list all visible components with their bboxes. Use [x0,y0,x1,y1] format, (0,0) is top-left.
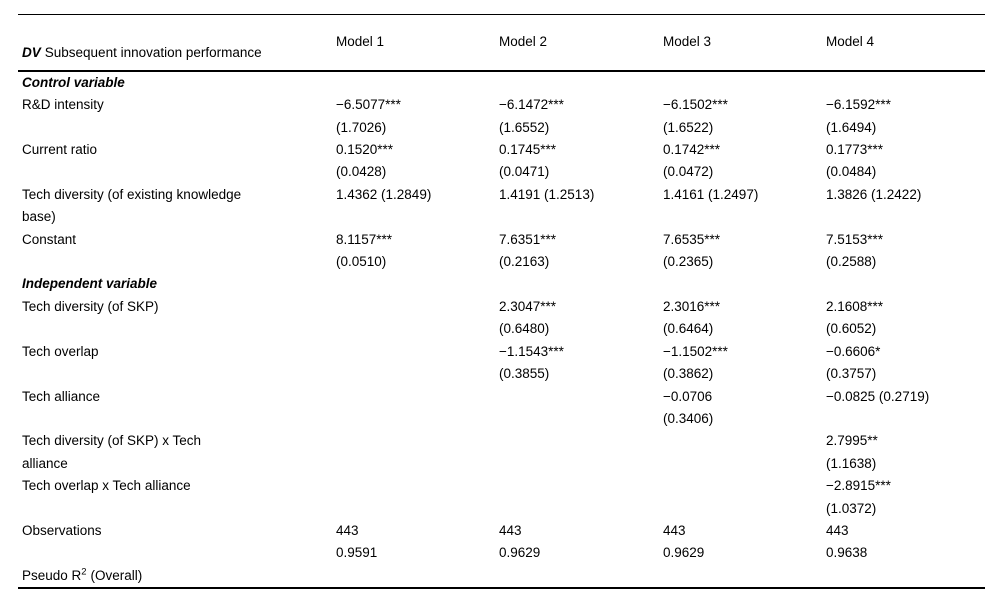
cell-model-2: 2.3047*** (0.6480) [499,298,557,337]
cell-model-2: 443 [499,522,522,538]
cell-model-1: 8.1157*** (0.0510) [336,231,393,270]
cell-model-3: 7.6535*** (0.2365) [663,231,721,270]
cell-model-4: −6.1592*** (1.6494) [826,97,891,135]
cell-model-3 [663,430,826,475]
cell-model-1 [336,430,499,475]
cell-model-3: 0.9629 [663,542,826,589]
dv-header-cell: DV Subsequent innovation performance [18,13,336,72]
table-row-tech-overlap: Tech overlap −1.1543*** (0.3855) −1.1502… [18,341,985,386]
cell-model-1 [336,341,499,386]
cell-model-2 [499,475,663,520]
cell-model-4: 0.1773*** (0.0484) [826,142,884,180]
cell-model-4: 443 [826,522,849,538]
cell-model-3: −6.1502*** (1.6522) [663,97,728,135]
dv-title: Subsequent innovation performance [44,45,262,61]
cell-model-3: 443 [663,522,686,538]
paper-page: DV Subsequent innovation performance Mode… [18,13,985,589]
row-label: Tech alliance [22,388,101,404]
column-header-model-4: Model 4 [826,13,985,72]
table-row-constant: Constant 8.1157*** (0.0510) 7.6351*** (0… [18,229,985,274]
cell-model-4: 2.7995** (1.1638) [826,433,878,471]
cell-model-3: −1.1502*** (0.3862) [663,343,728,382]
cell-model-4: 1.3826 (1.2422) [826,186,922,202]
column-header-model-3: Model 3 [663,13,826,72]
table-row-tech-diversity-skp: Tech diversity (of SKP) 2.3047*** (0.648… [18,296,985,341]
cell-model-1: 0.9591 [336,542,499,589]
row-label: Current ratio [22,142,98,158]
cell-model-2: −6.1472*** (1.6552) [499,97,564,135]
cell-model-2 [499,430,663,475]
cell-model-1 [336,296,499,341]
column-header-model-1: Model 1 [336,13,499,72]
row-label: Tech diversity (of SKP) [22,298,159,314]
row-label: Tech diversity (of SKP) x Tech alliance [22,433,202,471]
cell-model-1 [336,475,499,520]
table-header-row: DV Subsequent innovation performance Mode… [18,13,985,72]
column-header-model-2: Model 2 [499,13,663,72]
cell-model-3: 2.3016*** (0.6464) [663,298,721,337]
dv-label: DV [22,45,41,61]
table-row-tech-diversity-skp-x-alliance: Tech diversity (of SKP) x Tech alliance … [18,430,985,475]
cell-model-3: −0.0706 (0.3406) [663,388,714,426]
table-row-observations: Observations 443 443 443 443 [18,520,985,542]
cell-model-3: 1.4161 (1.2497) [663,186,759,202]
cell-model-2: 7.6351*** (0.2163) [499,231,557,270]
cell-model-2: 0.1745*** (0.0471) [499,142,557,180]
row-label: Pseudo R2 (Overall) [18,542,336,589]
row-label: Constant [22,231,77,247]
regression-table: DV Subsequent innovation performance Mode… [18,13,985,589]
cell-model-2 [499,386,663,431]
section-row-control-variable: Control variable [18,71,985,94]
row-label: Tech overlap x Tech alliance [22,478,191,494]
pseudo-r2-overall-text: (Overall) [90,567,143,583]
table-row-current-ratio: Current ratio 0.1520*** (0.0428) 0.1745*… [18,139,985,184]
row-label: Tech diversity (of existing knowledge ba… [22,186,242,225]
pseudo-r2-superscript: 2 [81,566,87,578]
cell-model-4: 2.1608*** (0.6052) [826,298,884,337]
section-label: Control variable [22,74,125,90]
cell-model-1 [336,386,499,431]
row-label: Observations [22,522,102,538]
pseudo-r2-text: Pseudo R [22,567,82,583]
table-row-pseudo-r2: Pseudo R2 (Overall) 0.9591 0.9629 0.9629 … [18,542,985,589]
cell-model-3 [663,475,826,520]
table-row-rd-intensity: R&D intensity −6.5077*** (1.7026) −6.147… [18,94,985,139]
row-label: R&D intensity [22,97,104,113]
table-row-tech-diversity-existing: Tech diversity (of existing knowledge ba… [18,184,985,229]
cell-model-1: 443 [336,522,359,538]
cell-model-2: 0.9629 [499,542,663,589]
cell-model-4: −0.0825 (0.2719) [826,388,930,404]
cell-model-4: 0.9638 [826,542,985,589]
cell-model-4: 7.5153*** (0.2588) [826,231,884,270]
cell-model-1: 1.4362 (1.2849) [336,186,432,202]
cell-model-2: 1.4191 (1.2513) [499,186,595,202]
table-row-tech-overlap-x-alliance: Tech overlap x Tech alliance −2.8915*** … [18,475,985,520]
cell-model-2: −1.1543*** (0.3855) [499,343,564,382]
table-row-tech-alliance: Tech alliance −0.0706 (0.3406) −0.0825 (… [18,386,985,431]
cell-model-1: 0.1520*** (0.0428) [336,142,394,180]
section-row-independent-variable: Independent variable [18,273,985,295]
row-label: Tech overlap [22,343,99,359]
cell-model-3: 0.1742*** (0.0472) [663,142,721,180]
section-label: Independent variable [22,276,158,292]
cell-model-4: −0.6606* (0.3757) [826,343,881,382]
cell-model-1: −6.5077*** (1.7026) [336,97,401,135]
cell-model-4: −2.8915*** (1.0372) [826,478,891,516]
